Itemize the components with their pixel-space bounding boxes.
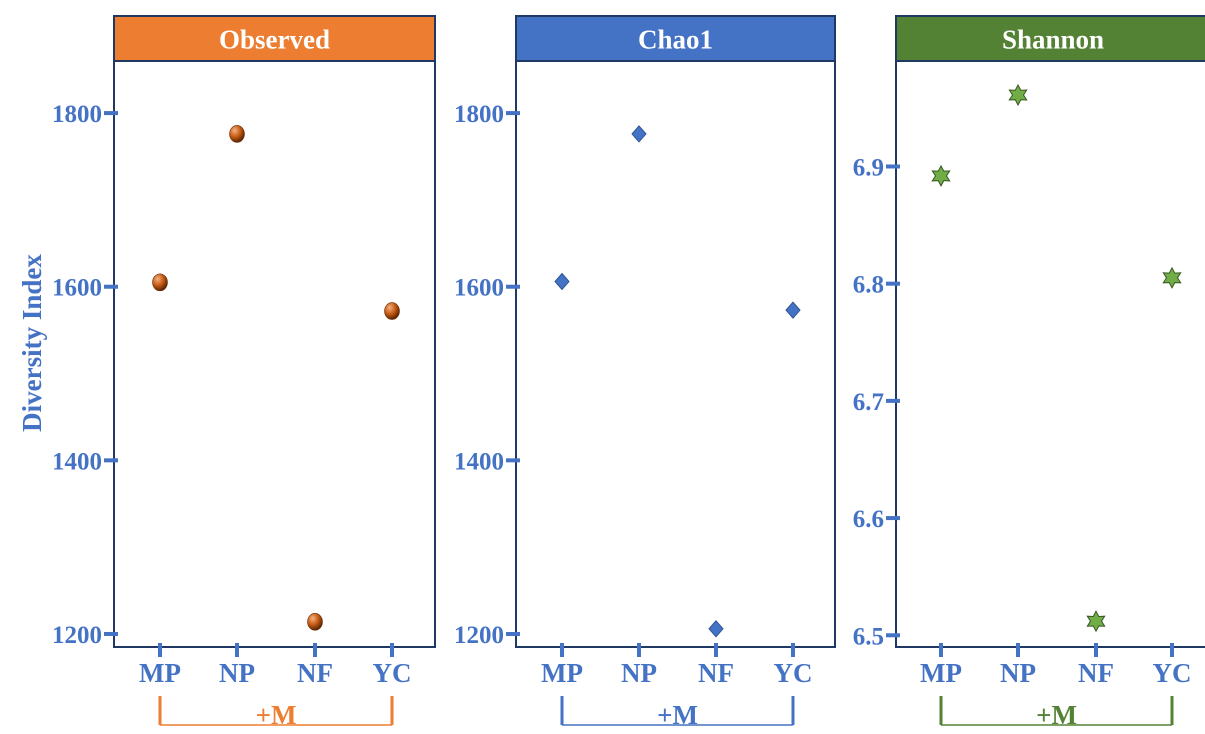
data-point <box>931 164 951 187</box>
x-tick-label: YC <box>774 658 813 688</box>
x-tick-label: YC <box>373 658 412 688</box>
y-tick-label: 6.8 <box>853 272 884 299</box>
x-tick-label: MP <box>139 658 181 688</box>
panel-title: Chao1 <box>638 25 713 55</box>
plot-frame <box>895 60 1205 648</box>
y-tick-label: 1800 <box>454 101 504 128</box>
x-tick-label: NF <box>297 658 333 688</box>
data-point <box>384 302 400 320</box>
panel-shannon: Shannon 6.5 6.6 6.7 6.8 6.9 MP NP NF YC +M <box>853 15 1205 730</box>
y-tick-label: 1800 <box>52 101 102 128</box>
data-point <box>1008 83 1028 107</box>
data-point <box>708 620 724 638</box>
panel-title: Observed <box>219 25 330 55</box>
y-tick-label: 1400 <box>454 448 504 475</box>
y-tick-label: 6.5 <box>853 623 884 650</box>
y-tick-label: 6.7 <box>853 389 884 416</box>
group-label: +M <box>1036 700 1077 729</box>
y-tick-label: 6.9 <box>853 154 884 181</box>
y-tick-label: 1600 <box>454 275 504 302</box>
group-label: +M <box>256 700 297 729</box>
x-tick-label: MP <box>920 658 962 688</box>
panel-title-bar <box>895 15 1205 62</box>
plot-frame <box>515 60 836 648</box>
y-tick-label: 1200 <box>454 622 504 649</box>
x-tick-label: NP <box>621 658 657 688</box>
panel-title-bar <box>113 15 436 62</box>
panel-observed: Observed 1200 1400 1600 1800 MP NP NF YC +M <box>52 15 436 730</box>
x-tick-label: NP <box>219 658 255 688</box>
data-point <box>152 273 168 292</box>
data-point <box>1162 266 1182 289</box>
panel-title-bar <box>515 15 836 62</box>
x-tick-label: NF <box>1078 658 1114 688</box>
plot-frame <box>113 60 436 648</box>
x-tick-label: MP <box>541 658 583 688</box>
y-tick-label: 6.6 <box>853 506 884 533</box>
x-tick-label: NP <box>1000 658 1036 688</box>
data-point <box>307 613 323 631</box>
x-tick-label: YC <box>1153 658 1192 688</box>
data-point <box>554 272 570 291</box>
data-point <box>229 125 245 143</box>
x-tick-label: NF <box>698 658 734 688</box>
y-tick-label: 1600 <box>52 275 102 302</box>
group-label: +M <box>657 700 698 729</box>
y-tick-label: 1200 <box>52 622 102 649</box>
y-tick-label: 1400 <box>52 448 102 475</box>
data-point <box>631 125 647 143</box>
data-point <box>785 301 801 319</box>
panel-title: Shannon <box>1002 25 1104 55</box>
panel-chao1: Chao1 1200 1400 1600 1800 MP NP NF YC +M <box>454 15 836 730</box>
y-axis-label: Diversity Index <box>17 254 47 432</box>
data-point <box>1086 610 1106 633</box>
